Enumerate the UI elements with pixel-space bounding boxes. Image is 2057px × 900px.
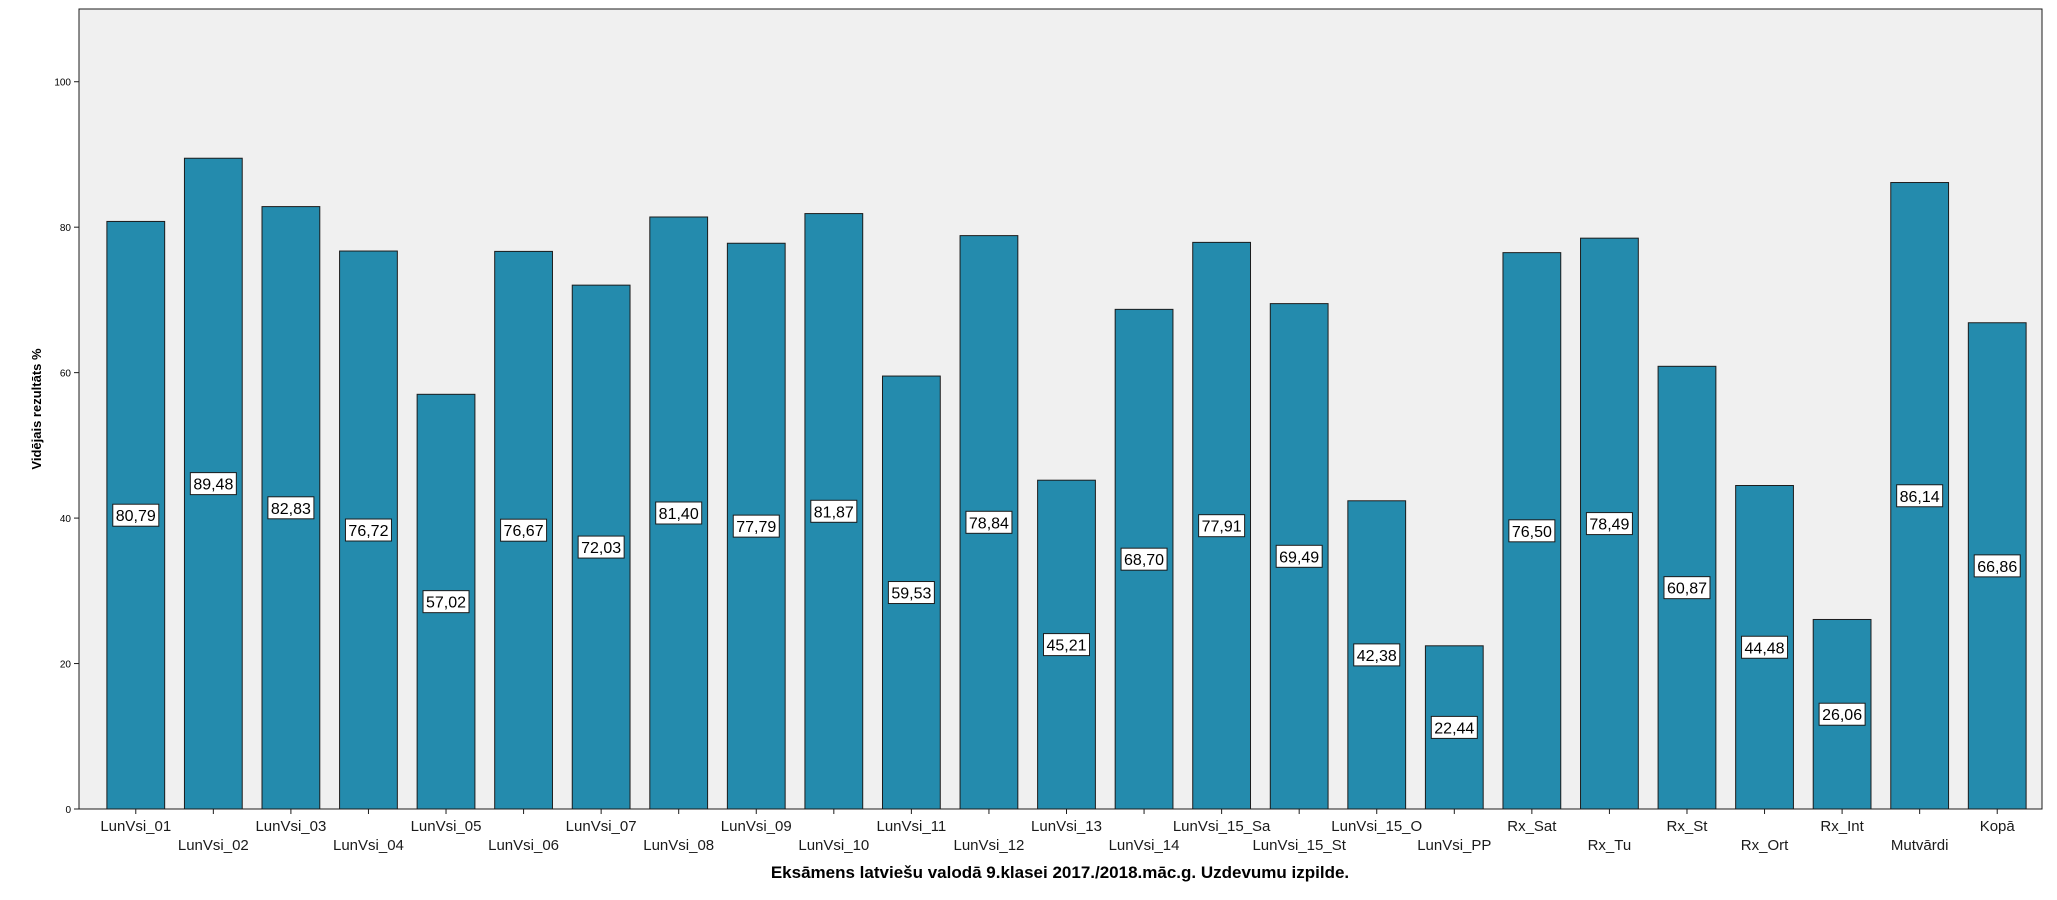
data-label: 69,49 — [1279, 549, 1319, 566]
data-label: 68,70 — [1124, 552, 1164, 569]
x-tick-label: LunVsi_15_Sa — [1173, 818, 1271, 835]
x-tick-label: LunVsi_08 — [643, 837, 714, 854]
data-label: 86,14 — [1900, 489, 1940, 506]
x-tick-label: LunVsi_07 — [566, 818, 637, 835]
data-label: 76,50 — [1512, 524, 1552, 541]
data-label: 42,38 — [1357, 648, 1397, 665]
x-tick-label: LunVsi_PP — [1417, 837, 1491, 854]
data-label: 45,21 — [1046, 638, 1086, 655]
x-tick-label: LunVsi_14 — [1109, 837, 1180, 854]
x-tick-label: LunVsi_10 — [798, 837, 869, 854]
x-axis: LunVsi_01 LunVsi_02 LunVsi_03 LunVsi_04 LunV… — [100, 809, 2015, 854]
data-label: 80,79 — [116, 508, 156, 525]
x-tick-label: Rx_Ort — [1741, 837, 1789, 854]
y-tick-label: 60 — [60, 369, 72, 380]
data-label: 44,48 — [1745, 640, 1785, 657]
y-tick-label: 100 — [54, 78, 71, 89]
data-label: 22,44 — [1434, 720, 1474, 737]
x-tick-label: Rx_Tu — [1588, 837, 1632, 854]
data-label: 66,86 — [1977, 559, 2017, 576]
y-axis-title: Vidējais rezultāts % — [29, 348, 44, 470]
x-tick-label: Kopā — [1980, 818, 2016, 835]
data-label: 76,67 — [504, 523, 544, 540]
data-label: 77,79 — [736, 519, 776, 536]
x-tick-label: LunVsi_09 — [721, 818, 792, 835]
data-label: 81,87 — [814, 504, 854, 521]
data-label: 60,87 — [1667, 581, 1707, 598]
x-tick-label: Rx_Sat — [1507, 818, 1557, 835]
x-tick-label: LunVsi_02 — [178, 837, 249, 854]
y-tick-label: 20 — [60, 660, 72, 671]
y-tick-label: 40 — [60, 514, 72, 525]
x-tick-label: LunVsi_01 — [100, 818, 171, 835]
x-tick-label: Rx_St — [1667, 818, 1709, 835]
x-tick-label: Mutvārdi — [1891, 837, 1949, 854]
data-label: 72,03 — [581, 540, 621, 557]
data-label: 59,53 — [891, 586, 931, 603]
x-tick-label: LunVsi_15_St — [1252, 837, 1346, 854]
x-tick-label: LunVsi_03 — [255, 818, 326, 835]
data-label: 89,48 — [193, 477, 233, 494]
data-label: 78,49 — [1589, 517, 1629, 534]
data-label: 82,83 — [271, 501, 311, 518]
y-axis: 0 20 40 60 80 100 — [54, 78, 79, 816]
data-label: 78,84 — [969, 515, 1009, 532]
x-axis-title: Eksāmens latviešu valodā 9.klasei 2017./… — [771, 863, 1349, 882]
x-tick-label: LunVsi_11 — [876, 818, 946, 835]
data-label: 76,72 — [348, 523, 388, 540]
y-tick-label: 80 — [60, 223, 72, 234]
x-tick-label: LunVsi_05 — [411, 818, 482, 835]
x-tick-label: Rx_Int — [1820, 818, 1864, 835]
x-tick-label: LunVsi_06 — [488, 837, 559, 854]
x-tick-label: LunVsi_04 — [333, 837, 404, 854]
data-label: 57,02 — [426, 595, 466, 612]
data-label: 81,40 — [659, 506, 699, 523]
x-tick-label: LunVsi_12 — [953, 837, 1024, 854]
x-tick-label: LunVsi_15_O — [1331, 818, 1422, 835]
data-label: 77,91 — [1202, 519, 1242, 536]
data-label: 26,06 — [1822, 707, 1862, 724]
x-tick-label: LunVsi_13 — [1031, 818, 1102, 835]
y-tick-label: 0 — [65, 805, 71, 816]
